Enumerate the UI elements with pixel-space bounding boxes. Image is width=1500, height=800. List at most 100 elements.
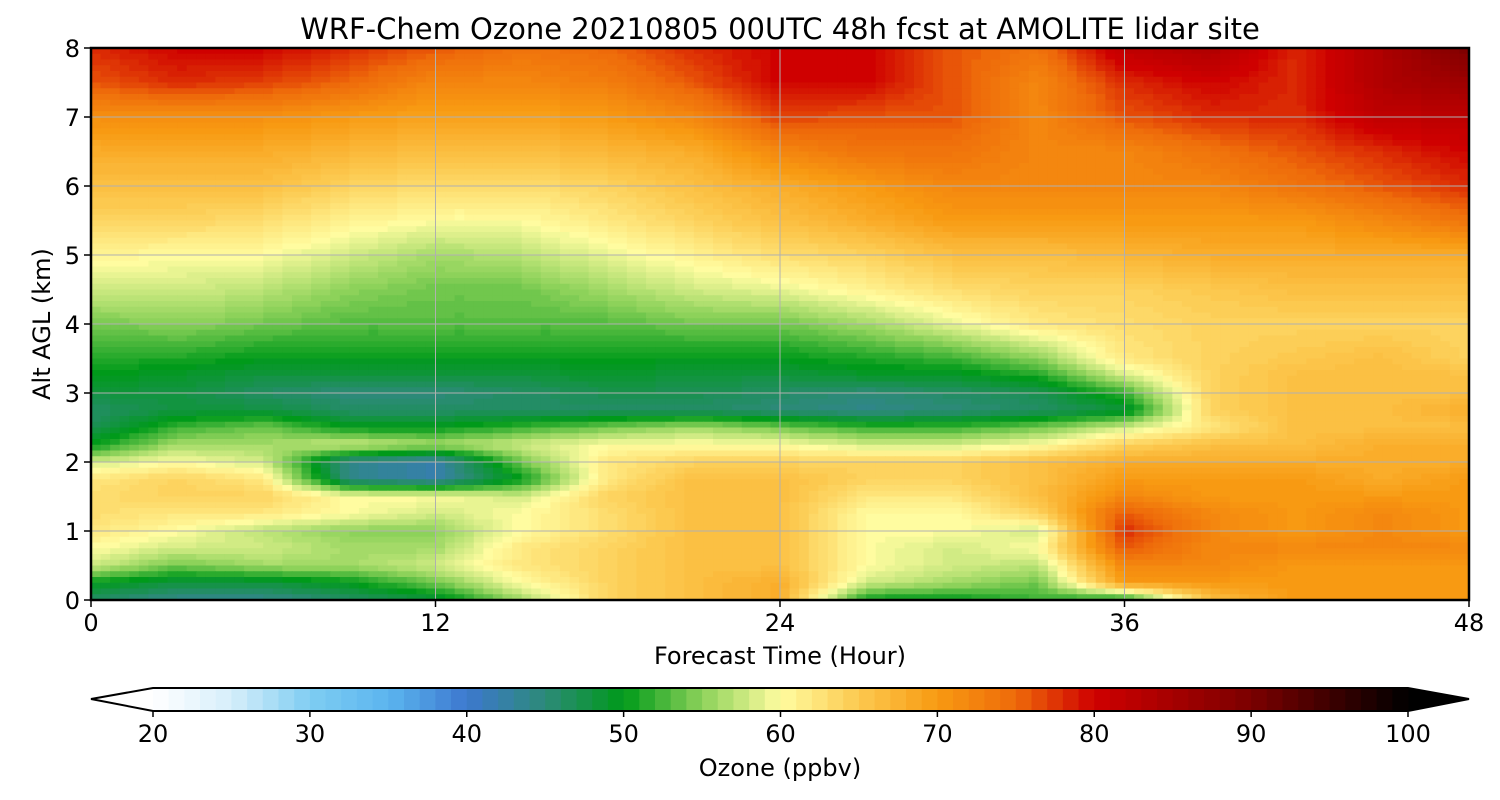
ozone-cell	[751, 99, 762, 107]
ozone-cell	[780, 237, 791, 245]
ozone-cell	[177, 157, 188, 164]
ozone-cell	[1067, 88, 1078, 95]
ozone-cell	[512, 71, 523, 78]
ozone-cell	[722, 163, 733, 170]
ozone-cell	[1028, 59, 1039, 66]
ozone-cell	[1449, 180, 1461, 187]
ozone-cell	[741, 157, 752, 164]
ozone-cell	[215, 145, 226, 153]
ozone-cell	[521, 82, 532, 89]
ozone-cell	[684, 237, 695, 245]
ozone-cell	[799, 140, 810, 147]
ozone-cell	[980, 232, 992, 239]
ozone-cell	[923, 191, 934, 199]
ozone-cell	[540, 82, 551, 89]
ozone-cell	[1057, 140, 1068, 147]
ozone-cell	[913, 237, 925, 245]
ozone-cell	[1076, 76, 1087, 84]
ozone-cell	[540, 105, 551, 112]
ozone-cell	[349, 117, 360, 124]
ozone-cell	[1162, 157, 1173, 164]
ozone-cell	[358, 59, 370, 66]
ozone-cell	[110, 111, 121, 118]
ozone-cell	[464, 186, 475, 193]
ozone-cell	[110, 76, 121, 84]
ozone-cell	[1411, 174, 1422, 181]
ozone-cell	[942, 203, 953, 210]
ozone-cell	[598, 99, 609, 107]
ozone-cell	[272, 128, 283, 135]
ozone-cell	[1067, 232, 1078, 239]
ozone-cell	[846, 145, 858, 153]
ozone-cell	[1354, 174, 1365, 181]
ozone-cell	[148, 226, 159, 233]
ozone-cell	[846, 226, 858, 233]
ozone-cell	[445, 65, 456, 72]
ozone-cell	[789, 151, 800, 158]
ozone-cell	[1296, 88, 1307, 95]
ozone-cell	[1220, 48, 1231, 55]
ozone-cell	[349, 220, 360, 227]
ozone-cell	[1191, 191, 1202, 199]
ozone-cell	[569, 99, 580, 107]
ozone-cell	[196, 226, 207, 233]
ozone-cell	[1411, 163, 1422, 170]
ozone-cell	[234, 105, 245, 112]
ozone-cell	[100, 117, 111, 124]
ozone-cell	[157, 209, 169, 216]
ozone-cell	[387, 145, 398, 153]
ozone-cell	[311, 128, 322, 135]
ozone-cell	[760, 99, 772, 107]
ozone-cell	[425, 220, 437, 227]
ozone-cell	[636, 71, 647, 78]
ozone-cell	[1201, 65, 1212, 72]
ozone-cell	[1411, 105, 1422, 112]
ozone-cell	[866, 163, 877, 170]
ozone-cell	[550, 168, 561, 176]
ozone-cell	[1220, 180, 1231, 187]
ozone-cell	[559, 174, 571, 181]
ozone-cell	[177, 243, 188, 250]
ozone-cell	[301, 180, 312, 187]
ozone-cell	[1076, 209, 1087, 216]
ozone-cell	[607, 82, 618, 89]
ozone-cell	[1047, 128, 1059, 135]
ozone-cell	[177, 186, 188, 193]
ozone-cell	[483, 163, 494, 170]
ozone-cell	[1076, 145, 1087, 153]
ozone-cell	[904, 151, 915, 158]
ozone-cell	[1354, 214, 1365, 222]
ozone-cell	[425, 71, 437, 78]
ozone-cell	[990, 226, 1001, 233]
ozone-cell	[942, 220, 953, 227]
ozone-cell	[91, 94, 102, 101]
ozone-cell	[110, 94, 121, 101]
ozone-cell	[1047, 197, 1059, 204]
ozone-cell	[1239, 174, 1250, 181]
ozone-cell	[205, 82, 216, 89]
ozone-cell	[540, 145, 551, 153]
ozone-cell	[167, 65, 178, 72]
ozone-cell	[435, 105, 446, 112]
ozone-cell	[138, 65, 150, 72]
ozone-cell	[856, 226, 867, 233]
ozone-cell	[1248, 140, 1260, 147]
ozone-cell	[1268, 111, 1279, 118]
ozone-cell	[1421, 180, 1432, 187]
ozone-cell	[952, 71, 963, 78]
ozone-cell	[1430, 94, 1441, 101]
ozone-cell	[196, 232, 207, 239]
ozone-cell	[349, 209, 360, 216]
ozone-cell	[789, 140, 800, 147]
ozone-cell	[732, 237, 743, 245]
ozone-cell	[1402, 197, 1413, 204]
ozone-cell	[674, 191, 685, 199]
ozone-cell	[952, 59, 963, 66]
ozone-cell	[138, 232, 150, 239]
ozone-cell	[837, 163, 848, 170]
ozone-cell	[770, 48, 781, 55]
ozone-cell	[1258, 117, 1269, 124]
ozone-cell	[875, 220, 886, 227]
ozone-cell	[464, 243, 475, 250]
ozone-cell	[693, 180, 705, 187]
